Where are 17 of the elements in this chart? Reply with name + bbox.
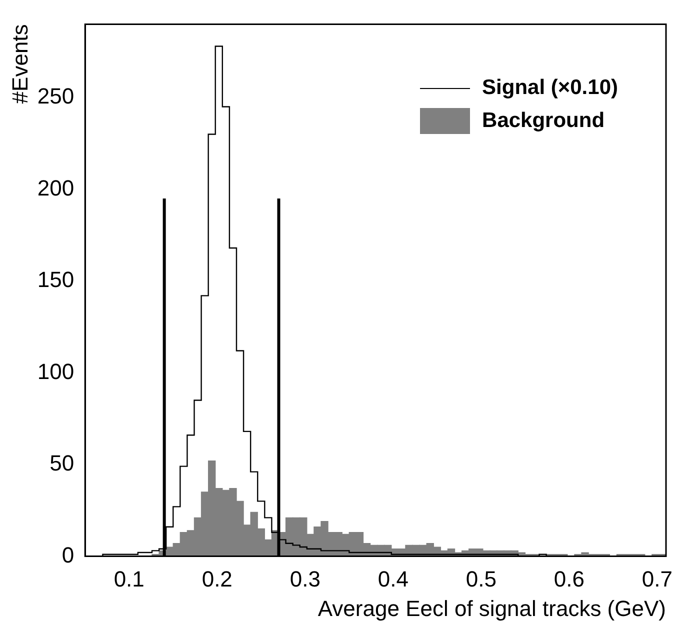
y-tick-label: 0 [62, 542, 74, 568]
y-tick-label: 100 [37, 358, 74, 384]
x-tick-label: 0.5 [466, 566, 496, 592]
y-tick-label: 150 [37, 267, 74, 292]
y-tick-label: 250 [37, 84, 74, 109]
x-tick-label: 0.4 [378, 566, 408, 592]
x-tick-label: 0.7 [642, 566, 672, 592]
legend-label: Signal (×0.10) [482, 76, 618, 100]
x-tick-label: 0.1 [114, 566, 144, 592]
y-tick-label: 50 [50, 450, 74, 476]
y-tick-label: 200 [37, 175, 74, 200]
x-axis-title: Average Eecl of signal tracks (GeV) [318, 596, 666, 621]
legend-label: Background [482, 109, 605, 133]
y-axis-title: #Events [7, 24, 32, 104]
x-tick-label: 0.3 [290, 566, 320, 592]
x-tick-label: 0.2 [202, 566, 232, 592]
x-tick-label: 0.6 [554, 566, 584, 592]
